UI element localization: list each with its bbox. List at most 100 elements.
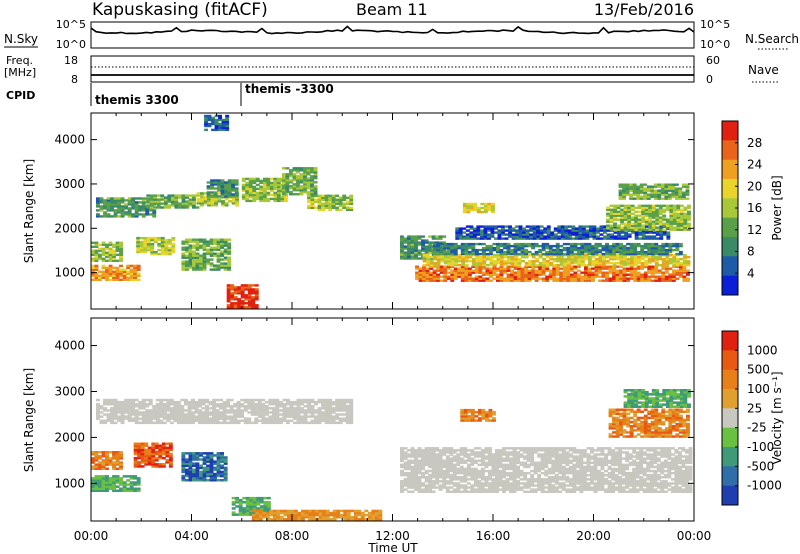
- heatmap-cell: [187, 407, 192, 410]
- heatmap-cell: [249, 501, 254, 504]
- heatmap-cell: [231, 183, 236, 186]
- heatmap-cell: [251, 515, 256, 519]
- heatmap-cell: [235, 501, 240, 504]
- heatmap-cell: [216, 466, 221, 470]
- heatmap-cell: [258, 513, 263, 517]
- heatmap-cell: [609, 224, 614, 227]
- heatmap-cell: [242, 507, 247, 510]
- heatmap-cell: [453, 242, 458, 246]
- heatmap-cell: [303, 405, 308, 408]
- heatmap-cell: [517, 244, 521, 248]
- heatmap-cell: [432, 246, 437, 250]
- heatmap-cell: [188, 264, 193, 267]
- heatmap-cell: [436, 252, 441, 256]
- heatmap-cell: [685, 185, 690, 188]
- heatmap-cell: [400, 463, 404, 467]
- heatmap-cell: [627, 226, 632, 229]
- heatmap-cell: [682, 258, 687, 261]
- heatmap-cell: [462, 237, 467, 240]
- heatmap-cell: [252, 189, 257, 193]
- heatmap-cell: [250, 405, 255, 408]
- heatmap-cell: [105, 459, 109, 462]
- heatmap-cell: [296, 407, 301, 410]
- heatmap-cell: [491, 208, 495, 212]
- heatmap-cell: [675, 269, 680, 272]
- heatmap-cell: [646, 185, 651, 188]
- heatmap-cell: [335, 421, 340, 425]
- heatmap-cell: [573, 260, 578, 263]
- heatmap-cell: [192, 458, 196, 461]
- heatmap-cell: [410, 473, 415, 477]
- heatmap-cell: [665, 260, 670, 263]
- heatmap-cell: [303, 421, 308, 425]
- heatmap-cell: [473, 208, 478, 212]
- heatmap-cell: [158, 456, 163, 460]
- heatmap-cell: [686, 262, 691, 265]
- heatmap-cell: [637, 258, 642, 261]
- heatmap-cell: [650, 279, 655, 282]
- heatmap-cell: [360, 518, 365, 521]
- heatmap-cell: [220, 242, 224, 245]
- heatmap-cell: [403, 463, 408, 467]
- heatmap-cell: [185, 240, 189, 243]
- heatmap-cell: [141, 403, 146, 406]
- heatmap-cell: [606, 208, 610, 211]
- heatmap-cell: [564, 231, 569, 234]
- heatmap-cell: [150, 248, 155, 252]
- heatmap-cell: [518, 225, 523, 228]
- heatmap-cell: [591, 260, 596, 263]
- heatmap-cell: [157, 238, 162, 242]
- heatmap-cell: [657, 195, 662, 198]
- heatmap-cell: [679, 218, 684, 221]
- heatmap-cell: [199, 260, 203, 263]
- heatmap-cell: [559, 262, 564, 265]
- heatmap-cell: [199, 466, 203, 470]
- heatmap-cell: [403, 480, 408, 483]
- heatmap-cell: [453, 271, 458, 274]
- heatmap-cell: [620, 231, 625, 234]
- heatmap-cell: [418, 277, 423, 280]
- heatmap-cell: [269, 187, 274, 191]
- heatmap-cell: [440, 258, 445, 261]
- heatmap-cell: [222, 403, 227, 406]
- heatmap-cell: [669, 218, 674, 221]
- heatmap-cell: [410, 449, 415, 452]
- heatmap-cell: [234, 191, 239, 194]
- heatmap-cell: [687, 210, 691, 213]
- heatmap-cell: [247, 302, 252, 305]
- heatmap-cell: [654, 267, 659, 270]
- heatmap-cell: [542, 258, 547, 261]
- heatmap-cell: [143, 248, 148, 252]
- heatmap-cell: [612, 246, 616, 250]
- heatmap-cell: [131, 205, 136, 208]
- heatmap-cell: [465, 235, 470, 238]
- heatmap-cell: [131, 207, 136, 210]
- heatmap-cell: [122, 485, 127, 488]
- heatmap-cell: [546, 233, 551, 236]
- heatmap-cell: [345, 202, 350, 205]
- heatmap-cell: [240, 306, 245, 309]
- heatmap-cell: [462, 202, 467, 206]
- heatmap-cell: [487, 206, 492, 210]
- heatmap-cell: [657, 197, 662, 200]
- heatmap-cell: [143, 240, 148, 244]
- heatmap-cell: [559, 267, 564, 270]
- heatmap-cell: [324, 400, 329, 404]
- heatmap-cell: [296, 193, 300, 196]
- heatmap-cell: [557, 231, 562, 234]
- heatmap-cell: [96, 213, 100, 216]
- heatmap-cell: [261, 417, 266, 420]
- heatmap-cell: [410, 247, 415, 250]
- heatmap-cell: [569, 279, 574, 282]
- heatmap-cell: [188, 256, 193, 259]
- heatmap-cell: [639, 197, 644, 200]
- heatmap-cell: [91, 245, 95, 248]
- heatmap-cell: [364, 513, 369, 517]
- heatmap-cell: [324, 200, 329, 203]
- heatmap-cell: [149, 202, 154, 205]
- heatmap-cell: [222, 413, 227, 416]
- heatmap-cell: [522, 235, 526, 238]
- heatmap-cell: [96, 413, 100, 416]
- heatmap-cell: [410, 469, 415, 473]
- heatmap-cell: [131, 417, 136, 420]
